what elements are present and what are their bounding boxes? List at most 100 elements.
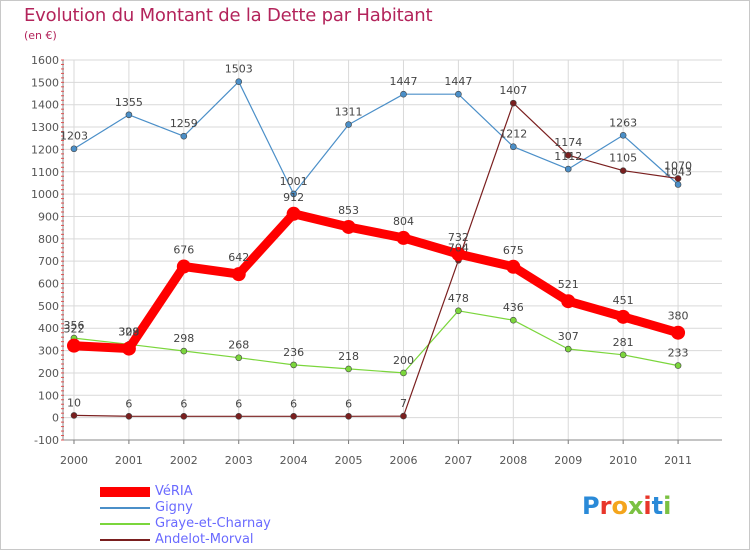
data-point	[235, 413, 243, 420]
proxiti-logo: Proxiti	[582, 492, 671, 520]
data-point	[290, 413, 297, 420]
data-label: 328	[118, 325, 139, 338]
data-point	[235, 78, 243, 85]
data-label: 1001	[280, 175, 308, 188]
data-point	[176, 259, 191, 274]
data-label: 1311	[335, 106, 363, 119]
y-tick-label: 1100	[31, 166, 59, 179]
data-label: 451	[613, 294, 634, 307]
data-label: 704	[448, 241, 469, 254]
y-tick-label: 500	[38, 300, 59, 313]
data-point	[180, 413, 188, 420]
x-tick-label: 2004	[280, 454, 308, 467]
data-point	[70, 412, 78, 419]
data-label: 642	[228, 251, 249, 264]
data-point	[290, 361, 297, 369]
data-label: 478	[448, 292, 469, 305]
logo-letter: o	[611, 492, 628, 520]
data-point	[345, 365, 352, 373]
data-point	[619, 132, 627, 139]
logo-letter: i	[663, 492, 672, 520]
logo-letter: P	[582, 492, 600, 520]
data-label: 1070	[664, 159, 692, 172]
data-label: 1263	[609, 116, 637, 129]
data-point	[674, 175, 682, 182]
series-line	[73, 102, 679, 417]
data-label: 676	[173, 244, 194, 257]
logo-letter: r	[599, 492, 612, 520]
y-tick-label: 1400	[31, 99, 59, 112]
data-label: 1203	[60, 130, 88, 143]
data-label: 1259	[170, 117, 198, 130]
x-tick-label: 2011	[664, 454, 692, 467]
legend-swatch	[100, 539, 150, 541]
legend-swatch	[100, 487, 150, 497]
data-point	[506, 259, 521, 274]
legend-label: VéRIA	[155, 484, 193, 499]
y-tick-label: 1300	[31, 121, 59, 134]
data-label: 7	[400, 397, 407, 410]
data-point	[564, 151, 572, 159]
data-point	[70, 145, 78, 153]
data-point	[345, 121, 352, 128]
data-label: 268	[228, 339, 249, 352]
series-line	[73, 81, 679, 195]
line-chart: -100 0 100 200 300 400 500 600 700 800 900 1000 1100…	[31, 54, 722, 467]
logo-letter: i	[643, 492, 652, 520]
y-tick-label: 900	[38, 210, 59, 223]
data-label: 732	[448, 231, 469, 244]
data-label: 236	[283, 346, 304, 359]
x-tick-label: 2002	[170, 454, 198, 467]
data-point	[455, 90, 462, 98]
y-tick-label: 300	[38, 345, 59, 358]
data-point	[510, 143, 517, 151]
data-point	[564, 345, 572, 353]
logo-letter: t	[651, 492, 664, 520]
x-tick-label: 2008	[499, 454, 527, 467]
data-point	[671, 325, 686, 340]
data-label: 200	[393, 354, 414, 367]
data-label: 281	[613, 336, 634, 349]
data-point	[125, 413, 133, 420]
data-label: 436	[503, 301, 524, 314]
x-tick-label: 2001	[115, 454, 143, 467]
data-point	[66, 338, 81, 353]
y-tick-label: 0	[52, 412, 59, 425]
data-label: 675	[503, 244, 524, 257]
data-point	[345, 413, 352, 420]
data-label: 1355	[115, 96, 143, 109]
data-label: 1043	[664, 166, 692, 179]
x-tick-label: 2003	[225, 454, 253, 467]
data-point	[121, 341, 136, 356]
x-tick-label: 2006	[389, 454, 417, 467]
y-tick-label: 1500	[31, 76, 59, 89]
data-point	[674, 362, 682, 369]
legend-swatch	[100, 507, 150, 509]
legend-label: Andelot-Morval	[155, 532, 254, 547]
x-tick-label: 2000	[60, 454, 88, 467]
data-point	[674, 181, 682, 188]
data-point	[400, 412, 407, 420]
data-point	[510, 316, 517, 324]
data-point	[400, 90, 407, 98]
chart-subtitle: (en €)	[24, 29, 57, 42]
data-label: 380	[668, 310, 689, 323]
data-point	[341, 219, 356, 234]
x-tick-label: 2005	[335, 454, 363, 467]
data-point	[619, 167, 627, 174]
data-label: 6	[345, 397, 352, 410]
y-tick-label: 800	[38, 233, 59, 246]
data-label: 853	[338, 204, 359, 217]
legend-label: Gigny	[155, 500, 193, 515]
data-point	[290, 190, 297, 198]
data-label: 307	[558, 330, 579, 343]
data-label: 218	[338, 350, 359, 363]
data-label: 6	[235, 397, 242, 410]
logo-letter: x	[627, 492, 644, 520]
data-point	[561, 294, 576, 309]
data-label: 10	[67, 396, 81, 409]
x-tick-label: 2010	[609, 454, 637, 467]
y-tick-label: -100	[34, 434, 59, 447]
x-tick-label: 2007	[444, 454, 472, 467]
data-label: 1174	[554, 136, 582, 149]
